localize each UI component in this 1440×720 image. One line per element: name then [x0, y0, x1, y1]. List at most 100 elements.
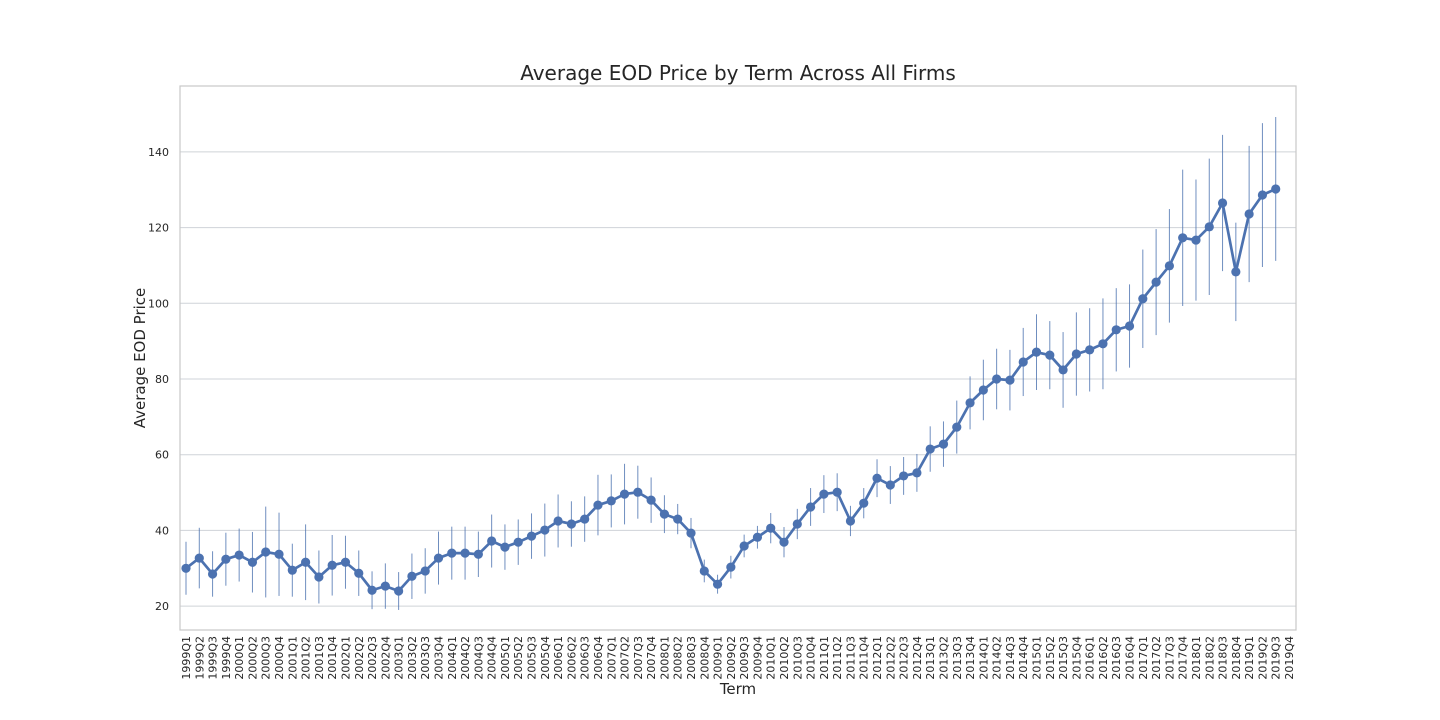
point [1231, 267, 1241, 277]
point [832, 487, 842, 497]
x-tick-label: 2003Q2 [406, 636, 419, 680]
x-tick-label: 2018Q4 [1230, 636, 1243, 680]
point [447, 548, 457, 558]
point [845, 516, 856, 526]
point [686, 528, 696, 538]
x-tick-label: 2010Q4 [805, 636, 818, 680]
x-tick-label: 2008Q1 [658, 636, 671, 680]
point [566, 519, 576, 529]
point [207, 569, 218, 579]
x-tick-label: 2012Q1 [871, 636, 884, 680]
x-tick-label: 2000Q3 [260, 636, 273, 680]
point [978, 385, 988, 395]
y-tick-label: 120 [148, 222, 169, 235]
x-tick-label: 2017Q3 [1163, 636, 1176, 680]
point [261, 547, 271, 557]
x-tick-label: 2002Q3 [366, 636, 379, 680]
x-tick-label: 2009Q2 [725, 636, 738, 680]
point [367, 585, 377, 595]
point [1191, 235, 1201, 245]
point [1257, 190, 1268, 200]
point [699, 566, 709, 576]
x-tick-label: 2012Q4 [911, 636, 924, 680]
point [1217, 198, 1228, 208]
x-tick-label: 2009Q1 [712, 636, 725, 680]
point [553, 516, 563, 526]
point [792, 519, 802, 529]
point [646, 495, 656, 505]
x-tick-label: 2013Q2 [937, 636, 950, 680]
x-tick-label: 2009Q3 [738, 636, 751, 680]
x-tick-label: 2011Q1 [818, 636, 831, 680]
x-tick-label: 2004Q3 [472, 636, 485, 680]
x-tick-label: 2018Q1 [1190, 636, 1203, 680]
x-tick-label: 2006Q1 [552, 636, 565, 680]
x-tick-label: 2016Q3 [1110, 636, 1123, 680]
point [1204, 222, 1214, 232]
y-tick-label: 140 [148, 146, 169, 159]
point [1045, 350, 1055, 360]
point [766, 523, 776, 533]
x-tick-label: 1999Q1 [180, 636, 193, 680]
x-tick-label: 2008Q2 [672, 636, 685, 680]
x-tick-label: 2017Q2 [1150, 636, 1163, 680]
point [394, 586, 404, 596]
point [925, 444, 935, 454]
plot-frame [179, 85, 1297, 631]
point [314, 572, 324, 582]
y-tick-label: 80 [155, 373, 169, 386]
x-tick-label: 2015Q1 [1031, 636, 1044, 680]
x-tick-label: 2002Q4 [379, 636, 392, 680]
point [712, 579, 723, 589]
point [673, 514, 683, 524]
point [500, 542, 510, 552]
point [1124, 321, 1135, 331]
point [354, 568, 364, 578]
x-tick-label: 2012Q2 [884, 636, 897, 680]
x-tick-label: 2005Q4 [539, 636, 552, 680]
x-tick-label: 2009Q4 [751, 636, 764, 680]
point [487, 536, 497, 546]
point [580, 514, 590, 524]
x-tick-label: 2011Q3 [844, 636, 857, 680]
x-tick-label: 2006Q3 [579, 636, 592, 680]
point [1058, 365, 1068, 375]
x-tick-label: 2001Q4 [326, 636, 339, 680]
x-tick-label: 2003Q4 [432, 636, 445, 680]
x-tick-label: 2001Q1 [286, 636, 299, 680]
x-tick-label: 2001Q2 [300, 636, 313, 680]
x-tick-label: 2008Q4 [698, 636, 711, 680]
point [965, 398, 975, 408]
x-tick-label: 2003Q1 [393, 636, 406, 680]
x-tick-label: 2010Q2 [778, 636, 791, 680]
point [1031, 347, 1042, 357]
x-tick-label: 2011Q4 [858, 636, 871, 680]
point [380, 581, 390, 591]
point [739, 541, 749, 551]
x-tick-label: 2016Q4 [1124, 636, 1137, 680]
x-tick-label: 1999Q4 [220, 636, 233, 680]
x-tick-label: 2008Q3 [685, 636, 698, 680]
x-tick-label: 1999Q3 [207, 636, 220, 680]
x-tick-label: 2004Q2 [459, 636, 472, 680]
point [779, 537, 789, 547]
x-tick-label: 2001Q3 [313, 636, 326, 680]
point [1005, 375, 1015, 385]
x-tick-label: 2005Q1 [499, 636, 512, 680]
x-tick-label: 2011Q2 [831, 636, 844, 680]
x-tick-label: 2019Q1 [1243, 636, 1256, 680]
point [1111, 325, 1121, 335]
point [327, 560, 337, 570]
point [181, 563, 191, 573]
x-tick-label: 2007Q3 [632, 636, 645, 680]
x-tick-label: 2003Q3 [419, 636, 432, 680]
x-tick-label: 2014Q4 [1017, 636, 1030, 680]
y-tick-label: 40 [155, 524, 169, 537]
point [221, 554, 231, 564]
x-tick-label: 2005Q3 [526, 636, 539, 680]
x-tick-label: 2015Q2 [1044, 636, 1057, 680]
point [287, 565, 297, 575]
point [752, 532, 763, 542]
